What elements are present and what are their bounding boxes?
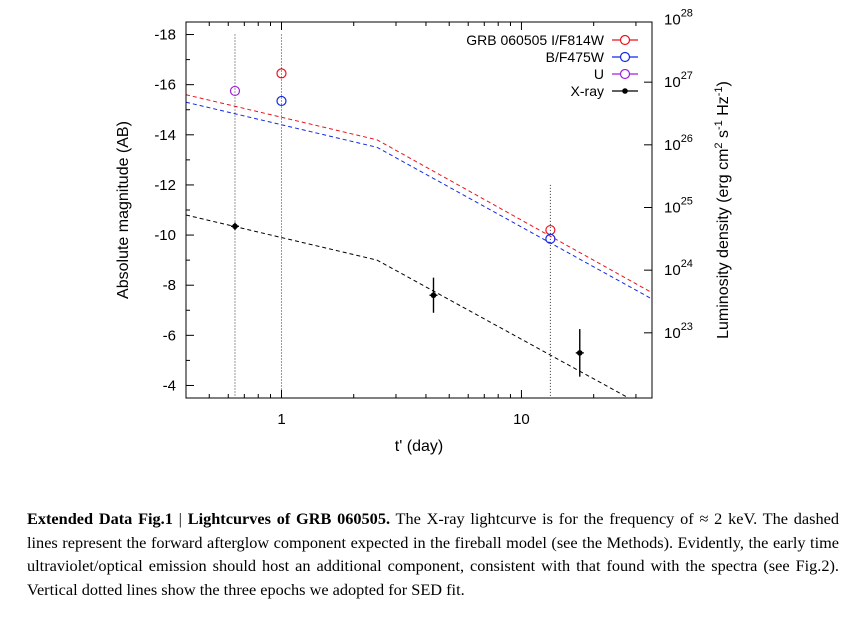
y2-tick-label: 1025 — [664, 195, 693, 216]
y2-tick-label: 1023 — [664, 321, 693, 342]
y-tick-label: -10 — [154, 227, 176, 244]
y2-tick-label: 1027 — [664, 70, 693, 91]
legend-marker — [619, 68, 631, 80]
y2-axis-label-sup3: -1 — [713, 86, 725, 96]
y2-tick-exponent: 25 — [681, 195, 693, 207]
y2-tick-label: 1028 — [664, 7, 693, 28]
y2-tick-exponent: 28 — [681, 7, 693, 19]
y2-tick-base: 10 — [664, 325, 681, 342]
y2-tick-base: 10 — [664, 74, 681, 91]
legend-label: X-ray — [571, 83, 604, 99]
caption-label: Extended Data Fig.1 — [27, 509, 173, 528]
caption-title: Lightcurves of GRB 060505. — [187, 509, 391, 528]
optical-point — [276, 68, 287, 79]
legend-marker — [619, 51, 631, 63]
optical-point — [276, 95, 287, 107]
xray-point — [576, 350, 583, 356]
model-line — [186, 94, 652, 294]
axes: -18-16-14-12-10-8-6-41 101028102710261025… — [154, 7, 693, 428]
y2-tick-label: 1024 — [664, 258, 693, 279]
legend-label: B/F475W — [546, 49, 605, 65]
y2-tick-exponent: 24 — [681, 258, 693, 270]
caption-separator: | — [178, 509, 182, 528]
model-lines — [186, 94, 652, 398]
y-tick-label: -12 — [154, 177, 176, 194]
model-line — [186, 101, 652, 300]
y2-axis-label-sup2: -1 — [713, 120, 725, 130]
x-tick-label: 10 — [513, 411, 530, 428]
y-tick-label: -16 — [154, 77, 176, 94]
y-tick-label: -8 — [163, 277, 176, 294]
epoch-lines — [234, 34, 551, 398]
data-points — [229, 68, 584, 377]
y-tick-label: -4 — [163, 377, 176, 394]
y2-tick-exponent: 26 — [681, 133, 693, 145]
y2-axis-label: Luminosity density (erg cm2 s-1 Hz-1) — [713, 81, 732, 339]
model-line — [186, 214, 629, 398]
y2-tick-base: 10 — [664, 137, 681, 154]
legend-marker — [619, 34, 631, 46]
y2-axis-label-sup1: 2 — [713, 142, 725, 148]
y2-tick-base: 10 — [664, 199, 681, 216]
y2-tick-base: 10 — [664, 262, 681, 279]
y-tick-label: -14 — [154, 127, 176, 144]
y2-axis-label-main: Luminosity density (erg cm — [715, 149, 732, 339]
x-axis-label: t' (day) — [395, 438, 443, 455]
y2-tick-exponent: 23 — [681, 321, 693, 333]
optical-point — [545, 233, 556, 244]
y-tick-label: -18 — [154, 27, 176, 44]
legend-label: GRB 060505 I/F814W — [466, 32, 605, 48]
xray-point — [430, 292, 437, 299]
y2-tick-label: 1026 — [664, 133, 693, 154]
y-tick-label: -6 — [163, 327, 176, 344]
legend-label: U — [594, 66, 604, 82]
legend-marker — [622, 88, 628, 94]
plot-frame — [185, 21, 653, 399]
caption-text: The X-ray lightcurve is for the frequenc… — [27, 509, 839, 599]
figure-caption: Extended Data Fig.1 | Lightcurves of GRB… — [27, 507, 839, 601]
y-axis-label: Absolute magnitude (AB) — [115, 121, 132, 299]
optical-point — [229, 85, 241, 97]
y2-tick-exponent: 27 — [681, 70, 693, 82]
y2-tick-base: 10 — [664, 11, 681, 28]
xray-point — [232, 223, 238, 230]
x-tick-label: 1 — [277, 411, 285, 428]
